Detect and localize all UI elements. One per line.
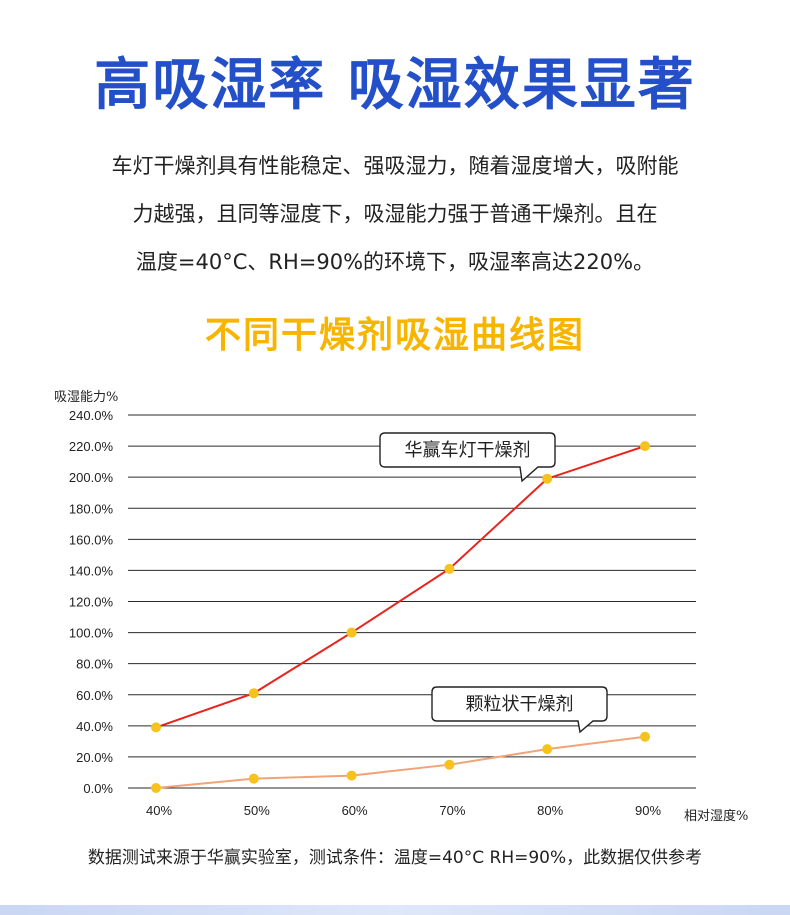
x-tick-label: 50% bbox=[244, 803, 270, 818]
y-tick-label: 60.0% bbox=[76, 688, 113, 703]
y-tick-label: 120.0% bbox=[69, 595, 114, 610]
intro-line: 力越强，且同等湿度下，吸湿能力强于普通干燥剂。且在 bbox=[132, 202, 658, 226]
intro-paragraph: 车灯干燥剂具有性能稳定、强吸湿力，随着湿度增大，吸附能 力越强，且同等湿度下，吸… bbox=[40, 142, 750, 286]
y-tick-label: 240.0% bbox=[69, 408, 114, 423]
data-source-note: 数据测试来源于华赢实验室，测试条件：温度=40°C RH=90%，此数据仅供参考 bbox=[87, 848, 703, 868]
x-tick-label: 80% bbox=[537, 803, 563, 818]
x-tick-label: 40% bbox=[146, 803, 172, 818]
intro-line: 温度=40°C、RH=90%的环境下，吸湿率高达220%。 bbox=[135, 250, 655, 274]
series-line bbox=[155, 735, 646, 789]
x-tick-label: 60% bbox=[342, 803, 368, 818]
series-label: 华赢车灯干燥剂 bbox=[405, 439, 531, 461]
x-tick-label: 90% bbox=[635, 803, 661, 818]
y-tick-label: 160.0% bbox=[69, 532, 114, 547]
y-tick-label: 0.0% bbox=[83, 781, 113, 796]
data-point bbox=[151, 783, 161, 793]
y-tick-label: 200.0% bbox=[69, 470, 114, 485]
x-tick-label: 70% bbox=[439, 803, 465, 818]
series-callout bbox=[379, 432, 556, 483]
data-point bbox=[444, 563, 455, 574]
y-tick-label: 100.0% bbox=[69, 626, 114, 641]
chart-title: 不同干燥剂吸湿曲线图 bbox=[204, 315, 585, 356]
series-callout bbox=[431, 686, 608, 734]
page-headline: 高吸湿率 吸湿效果显著 bbox=[94, 53, 696, 118]
data-point bbox=[640, 441, 650, 452]
series-line bbox=[155, 445, 646, 729]
y-tick-label: 180.0% bbox=[69, 501, 114, 516]
series-label: 颗粒状干燥剂 bbox=[466, 694, 574, 715]
data-point bbox=[248, 773, 259, 784]
intro-line: 车灯干燥剂具有性能稳定、强吸湿力，随着湿度增大，吸附能 bbox=[111, 154, 679, 178]
bottom-decoration-band bbox=[0, 905, 790, 915]
data-point bbox=[346, 770, 357, 781]
y-tick-label: 40.0% bbox=[76, 719, 113, 734]
y-tick-label: 220.0% bbox=[69, 439, 114, 454]
y-tick-label: 80.0% bbox=[76, 657, 113, 672]
data-point bbox=[346, 627, 357, 638]
data-point bbox=[248, 688, 259, 699]
data-point bbox=[542, 473, 553, 484]
y-tick-label: 20.0% bbox=[76, 750, 113, 765]
data-point bbox=[542, 744, 553, 755]
x-axis-label: 相对湿度% bbox=[684, 808, 748, 824]
data-point bbox=[640, 731, 650, 742]
data-point bbox=[151, 722, 161, 733]
y-axis-label: 吸湿能力% bbox=[54, 390, 118, 405]
data-point bbox=[444, 759, 455, 770]
y-tick-label: 140.0% bbox=[69, 563, 114, 578]
